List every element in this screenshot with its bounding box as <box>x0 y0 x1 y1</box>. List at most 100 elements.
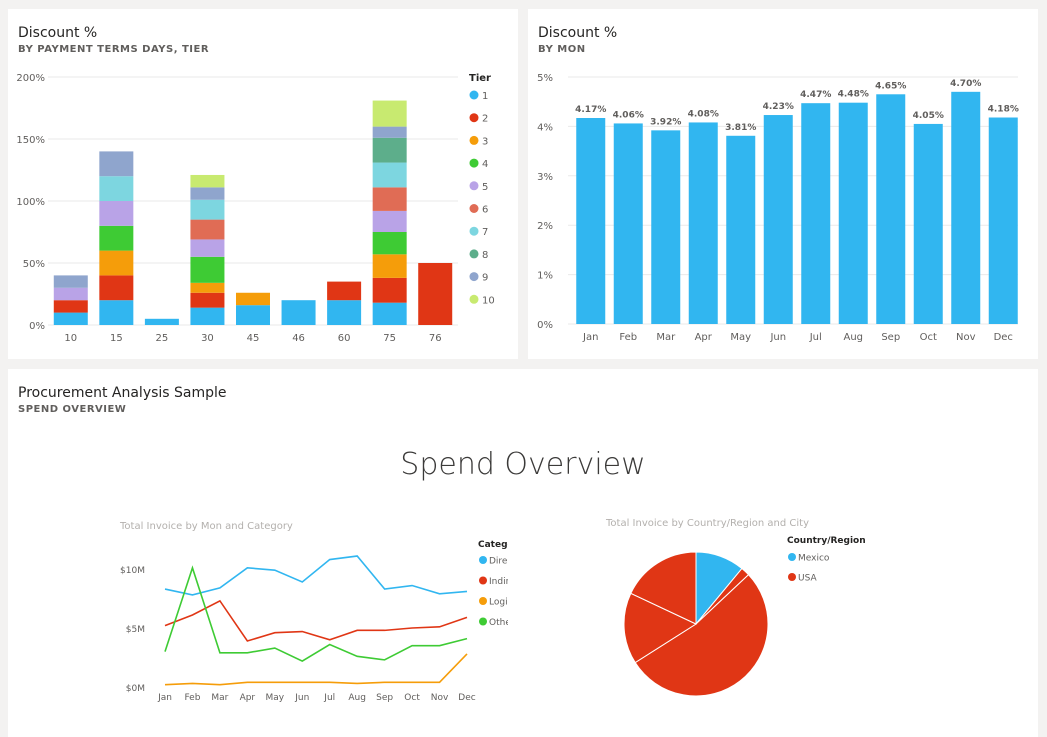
data-label: 4.48% <box>838 90 869 100</box>
bar-segment <box>190 219 225 240</box>
bar <box>613 123 643 324</box>
bar-segment <box>372 100 407 127</box>
legend-marker <box>479 576 487 585</box>
data-label: 4.70% <box>950 79 981 89</box>
tile-subtitle: BY MON <box>538 44 586 55</box>
series-line <box>164 653 468 686</box>
bar-segment <box>372 210 407 232</box>
bar-segment <box>99 225 134 251</box>
bar-segment <box>236 292 270 306</box>
tile-procurement-analysis[interactable]: Procurement Analysis Sample SPEND OVERVI… <box>8 369 1038 737</box>
x-tick-label: Feb <box>619 332 637 343</box>
data-label: 4.65% <box>875 81 906 91</box>
bar-segment <box>190 307 225 325</box>
tile-title: Procurement Analysis Sample <box>18 385 227 401</box>
pie-slice <box>623 592 698 664</box>
bar-segment <box>99 275 134 301</box>
legend-label: 1 <box>482 91 488 102</box>
bar-segment <box>372 187 407 211</box>
y-tick-label: 5% <box>537 73 553 84</box>
x-tick-label: 46 <box>292 333 305 344</box>
bar-segment <box>190 292 225 308</box>
y-tick-label: 50% <box>23 259 45 270</box>
legend-marker <box>479 597 487 605</box>
y-tick-label: 0% <box>537 320 553 331</box>
bar <box>988 117 1018 325</box>
legend-marker <box>479 617 487 626</box>
y-tick-label: 0% <box>29 321 45 332</box>
bar-segment <box>372 254 407 278</box>
bar-segment <box>99 250 134 276</box>
legend-marker <box>469 90 479 100</box>
x-tick-label: Apr <box>695 332 713 343</box>
bar-segment <box>190 187 225 200</box>
stacked-bar-chart: 0%50%100%150%200%10 15 25 30 45 46 60 75 76Tier1… <box>16 73 494 344</box>
legend-marker <box>469 249 479 259</box>
x-tick-label: May <box>266 693 285 703</box>
tile-subtitle: BY PAYMENT TERMS DAYS, TIER <box>18 44 210 55</box>
bar-segment <box>372 162 407 188</box>
tile-title: Discount % <box>538 25 618 41</box>
legend-label: USA <box>798 574 817 584</box>
bar <box>951 91 981 324</box>
y-tick-label: 2% <box>537 221 553 232</box>
x-tick-label: Sep <box>881 332 900 343</box>
x-tick-label: Mar <box>211 693 228 703</box>
y-tick-label: $0M <box>126 684 145 694</box>
bar-segment <box>327 300 362 325</box>
data-label: 4.05% <box>913 111 944 121</box>
legend-label: 7 <box>482 227 488 238</box>
series-line <box>164 555 468 596</box>
bar <box>576 118 606 324</box>
bar-segment <box>190 174 225 188</box>
series-line <box>164 599 468 642</box>
x-tick-label: 75 <box>383 333 396 344</box>
x-tick-label: 10 <box>64 333 77 344</box>
x-tick-label: 76 <box>429 333 442 344</box>
legend-marker <box>788 573 796 581</box>
x-tick-label: 30 <box>201 333 214 344</box>
legend-marker <box>788 553 796 561</box>
bar-segment <box>53 300 88 313</box>
x-tick-label: Dec <box>458 693 475 703</box>
bar <box>838 102 868 324</box>
y-tick-label: $10M <box>120 566 145 576</box>
x-tick-label: Oct <box>404 693 420 703</box>
bar-segment <box>236 305 270 325</box>
x-tick-label: Aug <box>348 693 366 703</box>
data-label: 3.92% <box>650 117 681 127</box>
legend-title: Tier <box>469 73 491 84</box>
y-tick-label: 4% <box>537 122 553 133</box>
y-tick-label: 3% <box>537 172 553 183</box>
tile-discount-by-terms[interactable]: Discount % BY PAYMENT TERMS DAYS, TIER 0… <box>8 9 518 359</box>
bar <box>726 135 756 324</box>
bar-segment <box>190 199 225 220</box>
chart-title: Total Invoice by Country/Region and City <box>605 518 809 529</box>
y-tick-label: 100% <box>16 197 45 208</box>
x-tick-label: 60 <box>338 333 351 344</box>
y-tick-label: 1% <box>537 271 553 282</box>
legend-marker <box>469 204 479 213</box>
bar-segment <box>372 126 407 138</box>
bar-segment <box>281 300 316 325</box>
x-tick-label: Dec <box>994 332 1013 343</box>
bar-segment <box>190 256 225 283</box>
data-label: 4.18% <box>988 105 1019 115</box>
pie-slice <box>634 574 769 697</box>
x-tick-label: Apr <box>240 693 256 703</box>
chart-title: Total Invoice by Mon and Category <box>119 521 293 532</box>
legend-label: Mexico <box>798 554 830 564</box>
legend-label: Indirect <box>489 577 508 587</box>
bar <box>688 122 718 324</box>
tile-discount-by-month[interactable]: Discount % BY MON 0% 1% 2% 3% 4% 5% 4.17% Jan 4.… <box>528 9 1038 359</box>
bar-segment <box>99 300 134 325</box>
x-tick-label: Jul <box>809 332 822 343</box>
legend-label: 6 <box>482 205 488 216</box>
data-label: 4.23% <box>763 102 794 112</box>
legend-label: 5 <box>482 182 488 193</box>
legend-marker <box>469 226 479 236</box>
x-tick-label: Jan <box>157 693 172 703</box>
bar-segment <box>190 282 225 293</box>
legend-marker <box>469 181 479 191</box>
x-tick-label: Sep <box>376 693 393 703</box>
